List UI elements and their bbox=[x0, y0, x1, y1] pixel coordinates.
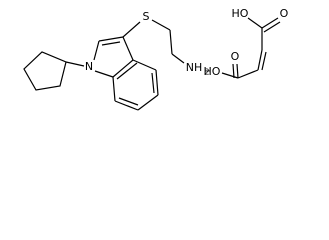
bond bbox=[236, 63, 239, 79]
bond bbox=[132, 59, 157, 71]
bond bbox=[122, 21, 141, 38]
structure-diagram: S N NH 2 HO O O HO bbox=[23, 7, 289, 111]
bond bbox=[114, 100, 139, 111]
bond bbox=[112, 76, 116, 102]
bonds bbox=[23, 17, 281, 111]
bond bbox=[171, 53, 185, 64]
bond bbox=[247, 17, 263, 29]
atom-label: HO bbox=[232, 7, 249, 20]
bond bbox=[112, 59, 134, 78]
bond bbox=[122, 36, 134, 61]
atom-label: S bbox=[143, 10, 150, 23]
bond bbox=[151, 72, 155, 94]
bond bbox=[101, 41, 121, 46]
bond bbox=[221, 72, 239, 79]
bond bbox=[94, 70, 114, 78]
bond bbox=[98, 36, 124, 42]
atom-label: HO bbox=[204, 65, 221, 78]
atom-subscript: 2 bbox=[204, 68, 209, 77]
bond bbox=[261, 17, 279, 29]
bond bbox=[93, 40, 100, 61]
bond bbox=[116, 62, 138, 80]
bond bbox=[257, 49, 263, 71]
atom-label: N bbox=[85, 60, 93, 73]
bond bbox=[232, 63, 235, 79]
bond bbox=[263, 21, 281, 33]
bond bbox=[261, 51, 267, 71]
bond bbox=[137, 94, 159, 111]
bond bbox=[151, 19, 171, 31]
atom-label: NH bbox=[186, 61, 203, 74]
cyclopentane-ring bbox=[23, 51, 67, 91]
bond bbox=[65, 61, 85, 67]
bond bbox=[169, 29, 173, 55]
atom-label: O bbox=[231, 50, 240, 63]
bond bbox=[155, 69, 159, 96]
bond bbox=[237, 69, 259, 79]
bond bbox=[118, 97, 139, 106]
atom-label: O bbox=[280, 7, 289, 20]
